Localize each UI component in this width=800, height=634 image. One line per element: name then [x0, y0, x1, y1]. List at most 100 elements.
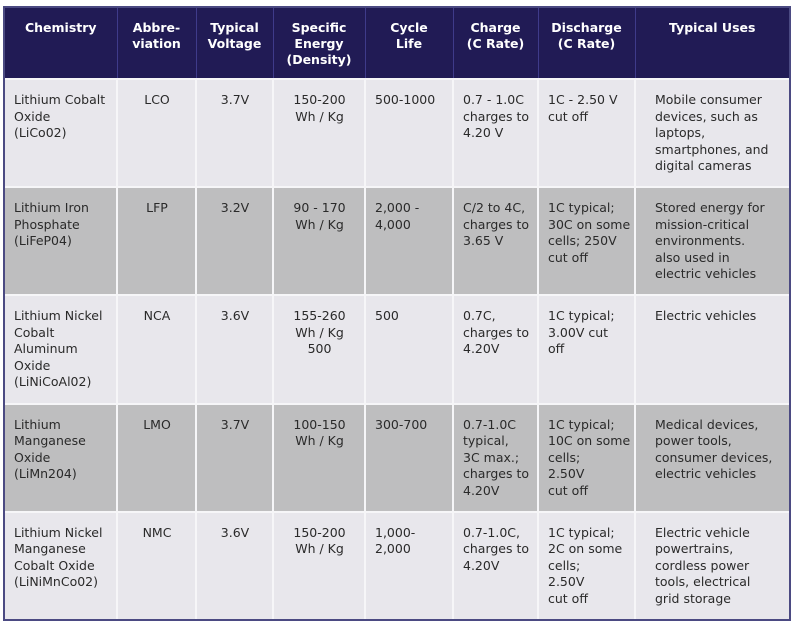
header-discharge-rate: Discharge (C Rate): [537, 8, 635, 79]
cell-text: 150-200: [293, 92, 346, 107]
cell-text: Stored energy for: [655, 200, 765, 216]
cell-text: charges to: [463, 108, 530, 124]
cell-specific-energy: 100-150 Wh / Kg: [272, 402, 365, 512]
cell-text: 500: [375, 308, 399, 324]
cell-text: cells; 250V: [548, 233, 617, 249]
cell-specific-energy: 150-200 Wh / Kg: [272, 510, 365, 619]
cell-text: powertrains,: [655, 541, 734, 557]
cell-text: power tools,: [655, 433, 732, 449]
cell-text: Lithium Nickel: [14, 308, 103, 324]
cell-text: 1C typical;: [548, 308, 615, 324]
cell-text: 3.6V: [220, 524, 250, 540]
table-row: Lithium Iron Phosphate (LiFeP04) LFP 3.2V 90 …: [5, 186, 789, 296]
cell-cycle-life: 500: [364, 294, 453, 404]
cell-text: 2,000 -: [375, 200, 420, 216]
cell-typical-uses: Electric vehicles: [634, 294, 789, 404]
cell-text: 4,000: [375, 216, 411, 232]
cell-text: 3C max.;: [463, 449, 520, 465]
cell-text: Wh / Kg: [295, 433, 344, 449]
cell-chemistry: Lithium Nickel Manganese Cobalt Oxide (LiNi…: [5, 510, 117, 619]
cell-text: 3.00V cut: [548, 324, 609, 340]
cell-text: 2.50V: [548, 466, 585, 482]
cell-cycle-life: 300-700: [364, 402, 453, 512]
cell-typical-uses: Mobile consumer devices, such as laptops, s…: [634, 77, 789, 188]
header-text: (C Rate): [557, 36, 616, 51]
cell-text: 3.65 V: [463, 233, 504, 249]
cell-text: (LiNiCoAl02): [14, 374, 92, 390]
cell-typical-uses: Electric vehicle powertrains, cordless pow…: [634, 510, 789, 619]
header-text: Charge: [470, 20, 521, 35]
cell-text: Lithium Cobalt: [14, 92, 106, 107]
cell-text: grid storage: [655, 590, 731, 606]
cell-text: charges to: [463, 466, 530, 482]
cell-text: Wh / Kg: [295, 216, 344, 232]
cell-text: charges to: [463, 541, 530, 557]
cell-text: Cobalt: [14, 324, 55, 340]
cell-text: 150-200: [293, 524, 346, 540]
cell-text: Phosphate: [14, 216, 80, 232]
cell-text: 0.7C,: [463, 308, 496, 324]
cell-specific-energy: 155-260 Wh / Kg 500: [272, 294, 365, 404]
cell-discharge-rate: 1C typical; 30C on some cells; 250V cut off: [537, 186, 635, 296]
cell-text: Mobile consumer: [655, 92, 762, 107]
cell-text: Wh / Kg: [295, 324, 344, 340]
header-chemistry: Chemistry: [5, 8, 117, 79]
header-text: viation: [132, 36, 181, 51]
cell-text: Aluminum: [14, 341, 78, 357]
cell-charge-rate: 0.7-1.0C typical, 3C max.; charges to 4.20V: [452, 402, 538, 512]
cell-text: 2.50V: [548, 574, 585, 590]
cell-text: 500: [307, 341, 332, 357]
header-text: Typical: [210, 20, 259, 35]
cell-text: (LiNiMnCo02): [14, 574, 99, 590]
cell-text: 500-1000: [375, 92, 436, 107]
cell-text: 3.7V: [220, 92, 250, 107]
header-text: (Density): [286, 52, 352, 67]
cell-text: 1,000-: [375, 524, 416, 540]
cell-text: tools, electrical: [655, 574, 751, 590]
cell-text: 4.20 V: [463, 125, 504, 140]
cell-text: 300-700: [375, 416, 428, 432]
cell-text: (LiMn204): [14, 466, 77, 482]
table-row: Lithium Nickel Cobalt Aluminum Oxide (LiNiCo…: [5, 294, 789, 404]
cell-text: charges to: [463, 216, 530, 232]
cell-specific-energy: 90 - 170 Wh / Kg: [272, 186, 365, 296]
battery-chemistry-table: Chemistry Abbre-viation Typical Voltage Spec…: [5, 8, 789, 619]
cell-voltage: 3.7V: [195, 402, 273, 512]
cell-text: Electric vehicle: [655, 524, 750, 540]
cell-text: mission-critical: [655, 216, 750, 232]
cell-text: digital cameras: [655, 158, 752, 173]
cell-text: 100-150: [293, 416, 346, 432]
cell-text: 2C on some: [548, 541, 623, 557]
cell-text: electric vehicles: [655, 266, 757, 282]
cell-text: (LiFeP04): [14, 233, 72, 249]
cell-text: cut off: [548, 482, 588, 498]
cell-text: electric vehicles: [655, 466, 757, 482]
header-typical-voltage: Typical Voltage: [195, 8, 273, 79]
cell-text: LMO: [143, 416, 171, 432]
table-row: Lithium Cobalt Oxide (LiCo02) LCO 3.7V 150-20…: [5, 77, 789, 188]
cell-voltage: 3.2V: [195, 186, 273, 296]
cell-text: laptops,: [655, 125, 706, 140]
cell-text: charges to: [463, 324, 530, 340]
cell-text: Lithium: [14, 416, 61, 432]
cell-text: cells;: [548, 557, 581, 573]
cell-text: Medical devices,: [655, 416, 759, 432]
table-body: Lithium Cobalt Oxide (LiCo02) LCO 3.7V 150-20…: [5, 77, 789, 619]
cell-text: off: [548, 341, 565, 357]
cell-abbreviation: NMC: [116, 510, 196, 619]
cell-typical-uses: Stored energy for mission-critical environ…: [634, 186, 789, 296]
cell-voltage: 3.6V: [195, 294, 273, 404]
cell-chemistry: Lithium Iron Phosphate (LiFeP04): [5, 186, 117, 296]
cell-chemistry: Lithium Nickel Cobalt Aluminum Oxide (LiNiCo…: [5, 294, 117, 404]
cell-voltage: 3.7V: [195, 77, 273, 188]
cell-text: 4.20V: [463, 341, 500, 357]
cell-text: 3.2V: [220, 200, 250, 216]
header-text: Typical Uses: [669, 20, 756, 35]
cell-text: (LiCo02): [14, 125, 67, 140]
cell-text: NMC: [142, 524, 172, 540]
cell-text: LCO: [144, 92, 170, 107]
header-text: Abbre-: [132, 20, 181, 35]
cell-text: cut off: [548, 590, 588, 606]
header-text: Energy: [294, 36, 344, 51]
header-text: Discharge: [551, 20, 622, 35]
